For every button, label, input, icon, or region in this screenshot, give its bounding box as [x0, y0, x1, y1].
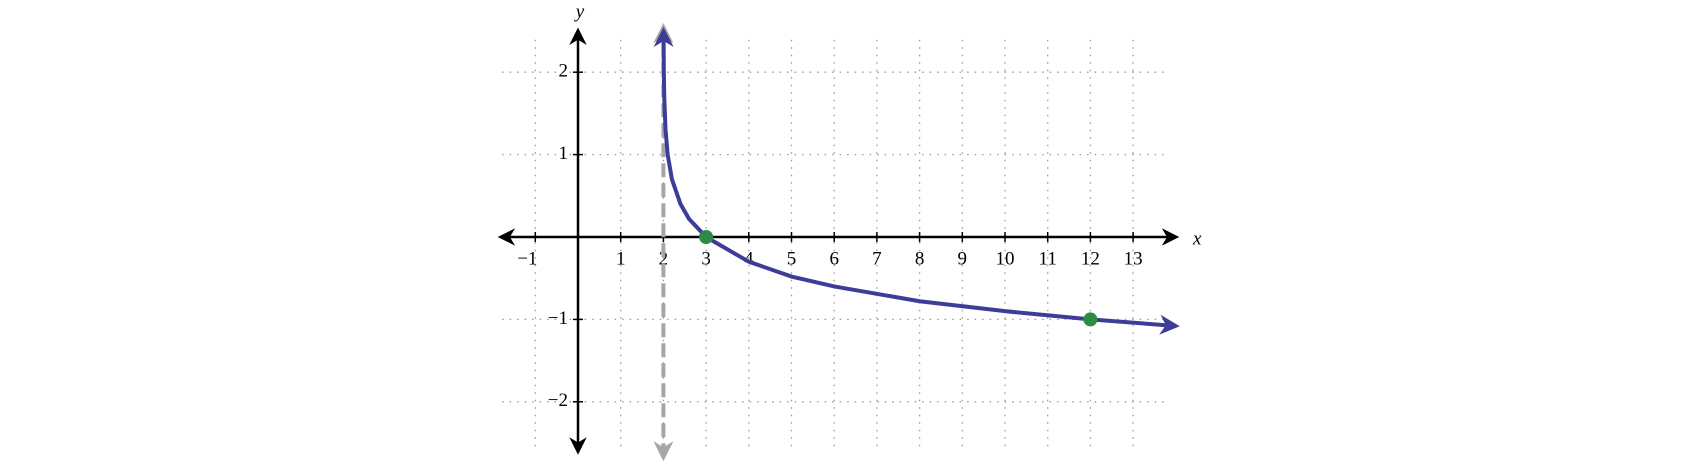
y-tick-label: −1 [548, 308, 568, 329]
x-tick-label: 9 [958, 248, 968, 269]
x-tick-label: 7 [872, 248, 882, 269]
x-tick-label: 12 [1081, 248, 1100, 269]
y-tick-label: −2 [548, 390, 568, 411]
point [1083, 312, 1098, 327]
x-tick-label: 3 [701, 248, 711, 269]
x-tick-label: −1 [517, 248, 537, 269]
x-tick-label: 8 [915, 248, 925, 269]
y-tick-label: 2 [559, 61, 569, 82]
x-axis-label: x [1192, 228, 1202, 249]
x-tick-label: 1 [616, 248, 626, 269]
x-tick-label: 5 [787, 248, 797, 269]
x-tick-label: 11 [1039, 248, 1057, 269]
y-axis-label: y [574, 1, 585, 22]
x-tick-label: 13 [1124, 248, 1143, 269]
y-tick-label: 1 [559, 143, 569, 164]
point [699, 230, 714, 244]
x-tick-label: 6 [829, 248, 839, 269]
curve [653, 27, 1180, 335]
x-tick-label: 10 [996, 248, 1015, 269]
